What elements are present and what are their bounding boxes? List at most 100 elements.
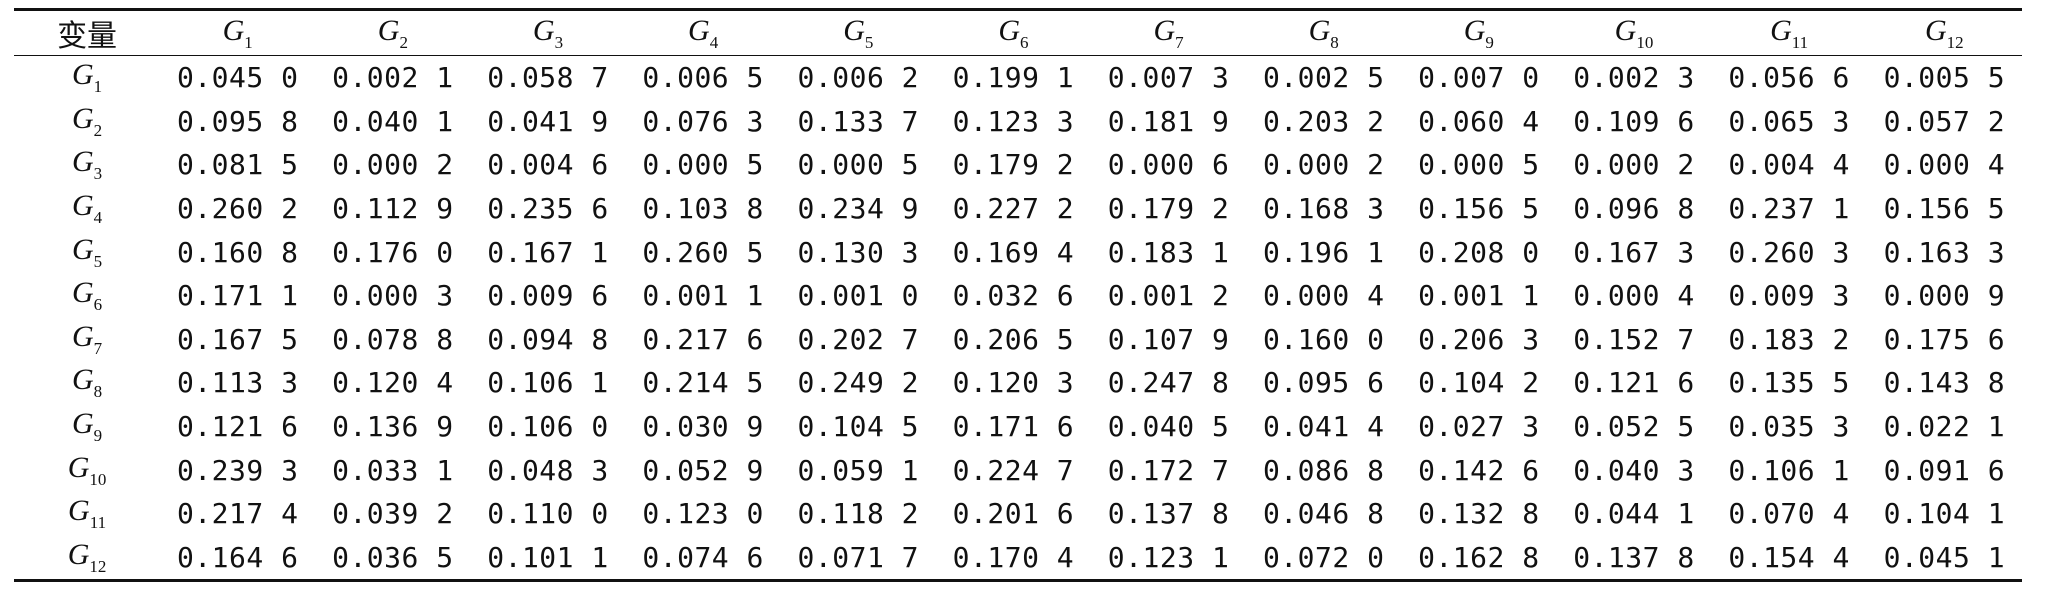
table-cell: 0.001 1 (642, 279, 764, 313)
table-cell: 0.170 4 (952, 540, 1075, 574)
table-cell: 0.152 7 (1573, 322, 1695, 356)
table-cell: 0.123 3 (952, 104, 1075, 138)
table-cell: 0.160 8 (176, 235, 299, 269)
row-header: G4 (71, 189, 103, 228)
table-row: G8 0.113 3 0.120 4 0.106 1 0.214 5 0.249 2 0.1… (14, 361, 2022, 405)
table-cell: 0.000 3 (332, 279, 454, 313)
table-row: G1 0.045 0 0.002 1 0.058 7 0.006 5 0.006 2 0.1… (14, 56, 2022, 100)
table-cell: 0.203 2 (1262, 104, 1385, 138)
table-cell: 0.121 6 (176, 410, 299, 444)
table-cell: 0.074 6 (642, 540, 764, 574)
table-cell: 0.167 5 (176, 322, 299, 356)
table-row: G5 0.160 8 0.176 0 0.167 1 0.260 5 0.130 3 0.1… (14, 230, 2022, 274)
table-cell: 0.002 1 (332, 61, 454, 95)
table-cell: 0.118 2 (797, 497, 920, 531)
table-cell: 0.176 0 (332, 235, 454, 269)
table-row: G10 0.239 3 0.033 1 0.048 3 0.052 9 0.059 1 0.… (14, 448, 2022, 492)
column-header: G3 (532, 13, 564, 52)
table-cell: 0.179 2 (1107, 192, 1230, 226)
table-cell: 0.135 5 (1728, 366, 1850, 400)
table-cell: 0.000 4 (1883, 148, 2006, 182)
table-cell: 0.136 9 (332, 410, 454, 444)
table-cell: 0.101 1 (487, 540, 609, 574)
table-cell: 0.000 4 (1573, 279, 1695, 313)
table-cell: 0.167 1 (487, 235, 609, 269)
table-cell: 0.041 9 (487, 104, 609, 138)
table-cell: 0.142 6 (1418, 453, 1540, 487)
column-header: G6 (998, 13, 1029, 52)
table-cell: 0.000 2 (1573, 148, 1695, 182)
table-cell: 0.041 4 (1262, 410, 1385, 444)
table-cell: 0.048 3 (487, 453, 609, 487)
table-cell: 0.057 2 (1883, 104, 2006, 138)
row-header: G6 (71, 276, 103, 315)
table-cell: 0.206 5 (952, 322, 1075, 356)
row-header: G11 (68, 494, 107, 533)
header-row: 变量 G1 G2 G3 G4 G5 G6 G7 G8 G9 G10 G11 G1… (14, 9, 2022, 56)
table-cell: 0.004 6 (487, 148, 609, 182)
table-cell: 0.070 4 (1728, 497, 1850, 531)
table-cell: 0.060 4 (1418, 104, 1540, 138)
table-cell: 0.044 1 (1573, 497, 1695, 531)
table-cell: 0.260 5 (642, 235, 764, 269)
row-header: G5 (71, 232, 103, 271)
table-cell: 0.163 3 (1883, 235, 2006, 269)
table-cell: 0.106 0 (487, 410, 609, 444)
table-cell: 0.030 9 (642, 410, 764, 444)
column-header: G8 (1308, 13, 1339, 52)
table-cell: 0.120 4 (332, 366, 454, 400)
table-cell: 0.214 5 (642, 366, 764, 400)
table-row: G11 0.217 4 0.039 2 0.110 0 0.123 0 0.118 2 0.… (14, 492, 2022, 536)
table-cell: 0.154 4 (1728, 540, 1850, 574)
row-header: G9 (71, 407, 103, 446)
table-cell: 0.045 0 (176, 61, 299, 95)
table-cell: 0.065 3 (1728, 104, 1850, 138)
table-cell: 0.234 9 (797, 192, 920, 226)
table-cell: 0.104 5 (797, 410, 920, 444)
table-cell: 0.167 3 (1573, 235, 1695, 269)
table-cell: 0.227 2 (952, 192, 1075, 226)
table-cell: 0.009 3 (1728, 279, 1850, 313)
table-cell: 0.172 7 (1107, 453, 1230, 487)
table-cell: 0.132 8 (1418, 497, 1540, 531)
table-cell: 0.056 6 (1728, 61, 1850, 95)
table-cell: 0.027 3 (1418, 410, 1540, 444)
table-cell: 0.160 0 (1262, 322, 1385, 356)
table-cell: 0.169 4 (952, 235, 1075, 269)
table-cell: 0.058 7 (487, 61, 609, 95)
table-cell: 0.137 8 (1573, 540, 1695, 574)
table-cell: 0.094 8 (487, 322, 609, 356)
column-header: G5 (843, 13, 874, 52)
column-header: G7 (1153, 13, 1184, 52)
table-cell: 0.002 5 (1262, 61, 1385, 95)
table-cell: 0.133 7 (797, 104, 920, 138)
table-cell: 0.040 5 (1107, 410, 1230, 444)
table-cell: 0.171 6 (952, 410, 1075, 444)
corner-header: 变量 (57, 20, 118, 53)
table-cell: 0.001 0 (797, 279, 920, 313)
table-cell: 0.000 4 (1262, 279, 1385, 313)
table-cell: 0.202 7 (797, 322, 920, 356)
row-header: G3 (71, 145, 103, 184)
table-cell: 0.224 7 (952, 453, 1075, 487)
table-cell: 0.120 3 (952, 366, 1075, 400)
table-cell: 0.196 1 (1262, 235, 1385, 269)
table-cell: 0.001 2 (1107, 279, 1230, 313)
table-cell: 0.006 2 (797, 61, 920, 95)
table-cell: 0.004 4 (1728, 148, 1850, 182)
table-cell: 0.081 5 (176, 148, 299, 182)
table-cell: 0.237 1 (1728, 192, 1850, 226)
table-cell: 0.162 8 (1418, 540, 1540, 574)
table-cell: 0.217 6 (642, 322, 764, 356)
column-header: G2 (377, 13, 408, 52)
table-cell: 0.137 8 (1107, 497, 1230, 531)
table-cell: 0.164 6 (176, 540, 299, 574)
table-row: G4 0.260 2 0.112 9 0.235 6 0.103 8 0.234 9 0.2… (14, 187, 2022, 231)
table-cell: 0.007 3 (1107, 61, 1230, 95)
table-cell: 0.110 0 (487, 497, 609, 531)
table-cell: 0.000 2 (332, 148, 454, 182)
column-header: G4 (688, 13, 719, 52)
table-cell: 0.168 3 (1262, 192, 1385, 226)
table-cell: 0.107 9 (1107, 322, 1230, 356)
table-cell: 0.086 8 (1262, 453, 1385, 487)
